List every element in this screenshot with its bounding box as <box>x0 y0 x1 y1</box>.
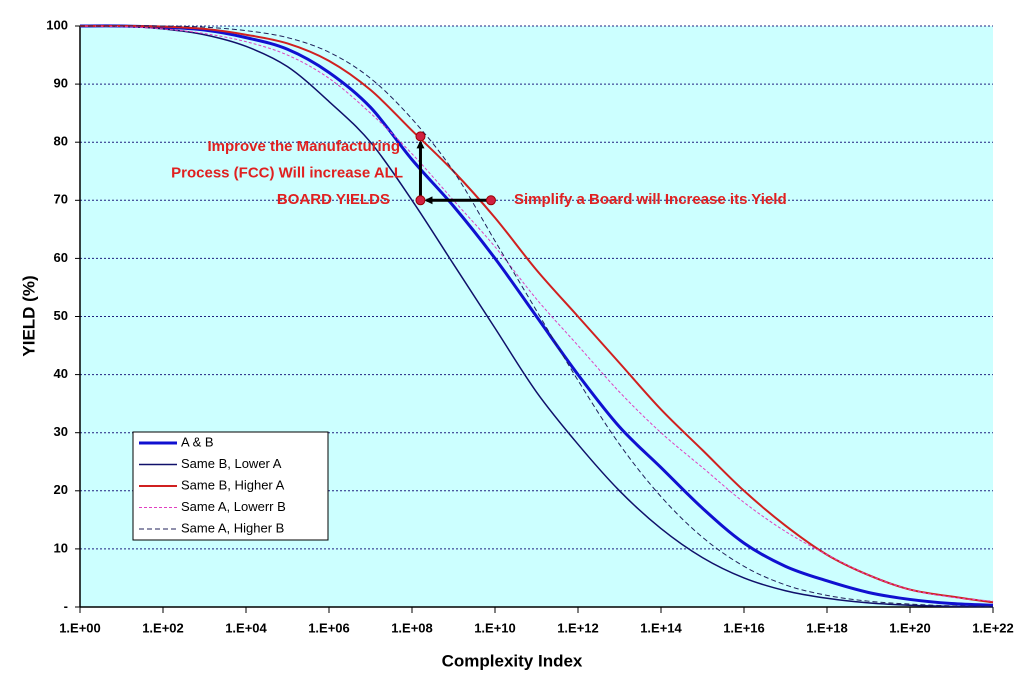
series-line <box>79 25 994 608</box>
annotation-marker <box>485 195 496 206</box>
x-tick-label: 1.E+16 <box>723 620 765 635</box>
annotation: BOARD YIELDS <box>277 191 390 208</box>
legend-label: Same A, Lowerr B <box>181 499 286 514</box>
x-tick-label: 1.E+10 <box>474 620 516 635</box>
y-axis-title: YIELD (%) <box>19 275 38 356</box>
y-tick-label: 100 <box>46 17 68 32</box>
annotation: Simplify a Board will Increase its Yield <box>514 191 787 208</box>
x-tick-label: 1.E+02 <box>142 620 184 635</box>
x-tick-label: 1.E+12 <box>557 620 599 635</box>
annotation-marker <box>415 195 426 206</box>
y-tick-label: 70 <box>54 192 68 207</box>
x-tick-label: 1.E+04 <box>225 620 267 635</box>
x-tick-label: 1.E+06 <box>308 620 350 635</box>
y-tick-label: 10 <box>54 540 68 555</box>
y-tick-label: 20 <box>54 482 68 497</box>
x-tick-label: 1.E+00 <box>59 620 101 635</box>
series-line <box>79 24 994 607</box>
annotation-marker <box>415 131 426 142</box>
annotation: Improve the Manufacturing <box>207 138 400 155</box>
x-tick-label: 1.E+18 <box>806 620 848 635</box>
y-tick-label: 80 <box>54 134 68 149</box>
annotation: Process (FCC) Will increase ALL <box>171 164 403 181</box>
legend-label: Same B, Lower A <box>181 456 282 471</box>
legend-label: Same A, Higher B <box>181 520 284 535</box>
series-line <box>79 25 994 602</box>
y-tick-label: - <box>64 598 68 613</box>
legend-label: Same B, Higher A <box>181 477 285 492</box>
legend-label: A & B <box>181 434 214 449</box>
y-tick-label: 40 <box>54 366 68 381</box>
series-line <box>79 24 994 604</box>
y-tick-label: 50 <box>54 308 68 323</box>
x-tick-label: 1.E+22 <box>972 620 1014 635</box>
series-line <box>79 25 994 607</box>
y-tick-label: 30 <box>54 424 68 439</box>
y-tick-label: 60 <box>54 250 68 265</box>
x-tick-label: 1.E+20 <box>889 620 931 635</box>
x-axis-title: Complexity Index <box>442 651 583 670</box>
x-tick-label: 1.E+08 <box>391 620 433 635</box>
legend: A & B Same B, Lower A Same B, Higher A Same… <box>132 431 329 541</box>
y-tick-label: 90 <box>54 76 68 91</box>
x-tick-label: 1.E+14 <box>640 620 682 635</box>
